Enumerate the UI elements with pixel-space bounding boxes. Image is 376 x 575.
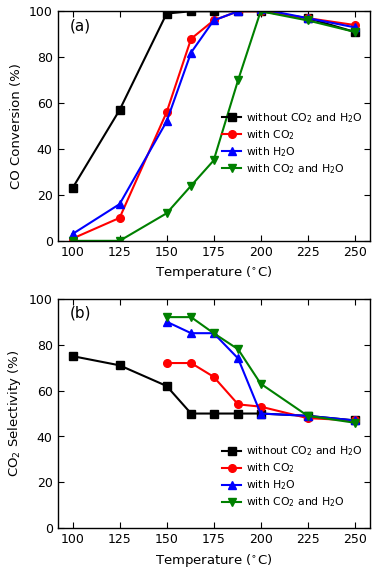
with CO$_2$ — [211, 17, 216, 24]
with H$_2$O — [211, 329, 216, 336]
Text: (a): (a) — [70, 18, 91, 33]
with CO$_2$ — [236, 401, 240, 408]
with CO$_2$ and H$_2$O — [117, 237, 122, 244]
without CO$_2$ and H$_2$O — [352, 417, 357, 424]
with CO$_2$ and H$_2$O — [164, 210, 169, 217]
Legend: without CO$_2$ and H$_2$O, with CO$_2$, with H$_2$O, with CO$_2$ and H$_2$O: without CO$_2$ and H$_2$O, with CO$_2$, … — [220, 442, 364, 511]
with CO$_2$ — [189, 35, 193, 42]
without CO$_2$ and H$_2$O — [117, 106, 122, 113]
without CO$_2$ and H$_2$O — [70, 185, 75, 191]
with H$_2$O — [164, 118, 169, 125]
with CO$_2$ and H$_2$O — [164, 314, 169, 321]
with CO$_2$ — [236, 8, 240, 15]
with CO$_2$ and H$_2$O — [189, 182, 193, 189]
with CO$_2$ — [164, 359, 169, 366]
Line: without CO$_2$ and H$_2$O: without CO$_2$ and H$_2$O — [69, 352, 359, 424]
with H$_2$O — [352, 24, 357, 31]
Line: with CO$_2$: with CO$_2$ — [163, 359, 359, 424]
without CO$_2$ and H$_2$O — [258, 410, 263, 417]
with CO$_2$ — [117, 214, 122, 221]
with H$_2$O — [117, 201, 122, 208]
with H$_2$O — [258, 410, 263, 417]
Line: with H$_2$O: with H$_2$O — [69, 5, 359, 238]
with CO$_2$ and H$_2$O — [236, 346, 240, 352]
with CO$_2$ and H$_2$O — [258, 8, 263, 15]
Y-axis label: CO$_2$ Selectivity (%): CO$_2$ Selectivity (%) — [6, 350, 23, 477]
Text: (b): (b) — [70, 306, 91, 321]
with CO$_2$ and H$_2$O — [211, 157, 216, 164]
Line: without CO$_2$ and H$_2$O: without CO$_2$ and H$_2$O — [69, 7, 359, 192]
Line: with H$_2$O: with H$_2$O — [163, 318, 359, 424]
with CO$_2$ — [352, 417, 357, 424]
with CO$_2$ — [164, 109, 169, 116]
without CO$_2$ and H$_2$O — [189, 8, 193, 15]
without CO$_2$ and H$_2$O — [164, 382, 169, 389]
with H$_2$O — [189, 329, 193, 336]
with H$_2$O — [189, 49, 193, 56]
Legend: without CO$_2$ and H$_2$O, with CO$_2$, with H$_2$O, with CO$_2$ and H$_2$O: without CO$_2$ and H$_2$O, with CO$_2$, … — [220, 109, 364, 178]
without CO$_2$ and H$_2$O — [305, 15, 310, 22]
without CO$_2$ and H$_2$O — [258, 8, 263, 15]
Line: with CO$_2$ and H$_2$O: with CO$_2$ and H$_2$O — [163, 313, 359, 427]
without CO$_2$ and H$_2$O — [211, 8, 216, 15]
Line: with CO$_2$: with CO$_2$ — [69, 7, 359, 242]
X-axis label: Temperature ($^{\circ}$C): Temperature ($^{\circ}$C) — [155, 264, 272, 281]
with CO$_2$ and H$_2$O — [352, 419, 357, 426]
with CO$_2$ and H$_2$O — [258, 380, 263, 387]
with CO$_2$ — [305, 415, 310, 421]
with CO$_2$ and H$_2$O — [70, 237, 75, 244]
with H$_2$O — [236, 8, 240, 15]
with H$_2$O — [164, 318, 169, 325]
with H$_2$O — [211, 17, 216, 24]
without CO$_2$ and H$_2$O — [236, 410, 240, 417]
with H$_2$O — [352, 417, 357, 424]
with H$_2$O — [236, 355, 240, 362]
with CO$_2$ and H$_2$O — [305, 17, 310, 24]
X-axis label: Temperature ($^{\circ}$C): Temperature ($^{\circ}$C) — [155, 552, 272, 569]
without CO$_2$ and H$_2$O — [189, 410, 193, 417]
with CO$_2$ and H$_2$O — [236, 76, 240, 83]
with H$_2$O — [305, 412, 310, 419]
with CO$_2$ and H$_2$O — [305, 412, 310, 419]
with CO$_2$ — [258, 403, 263, 410]
without CO$_2$ and H$_2$O — [164, 10, 169, 17]
without CO$_2$ and H$_2$O — [305, 412, 310, 419]
with CO$_2$ — [70, 235, 75, 242]
with H$_2$O — [305, 15, 310, 22]
without CO$_2$ and H$_2$O — [211, 410, 216, 417]
with CO$_2$ and H$_2$O — [189, 314, 193, 321]
with CO$_2$ and H$_2$O — [352, 29, 357, 36]
Line: with CO$_2$ and H$_2$O: with CO$_2$ and H$_2$O — [69, 7, 359, 244]
without CO$_2$ and H$_2$O — [70, 352, 75, 359]
with CO$_2$ — [305, 15, 310, 22]
with H$_2$O — [70, 231, 75, 237]
with CO$_2$ and H$_2$O — [211, 329, 216, 336]
with CO$_2$ — [211, 373, 216, 380]
without CO$_2$ and H$_2$O — [352, 29, 357, 36]
with CO$_2$ — [352, 22, 357, 29]
with CO$_2$ — [189, 359, 193, 366]
with H$_2$O — [258, 6, 263, 13]
without CO$_2$ and H$_2$O — [117, 362, 122, 369]
Y-axis label: CO Conversion (%): CO Conversion (%) — [10, 63, 23, 189]
without CO$_2$ and H$_2$O — [236, 8, 240, 15]
with CO$_2$ — [258, 8, 263, 15]
